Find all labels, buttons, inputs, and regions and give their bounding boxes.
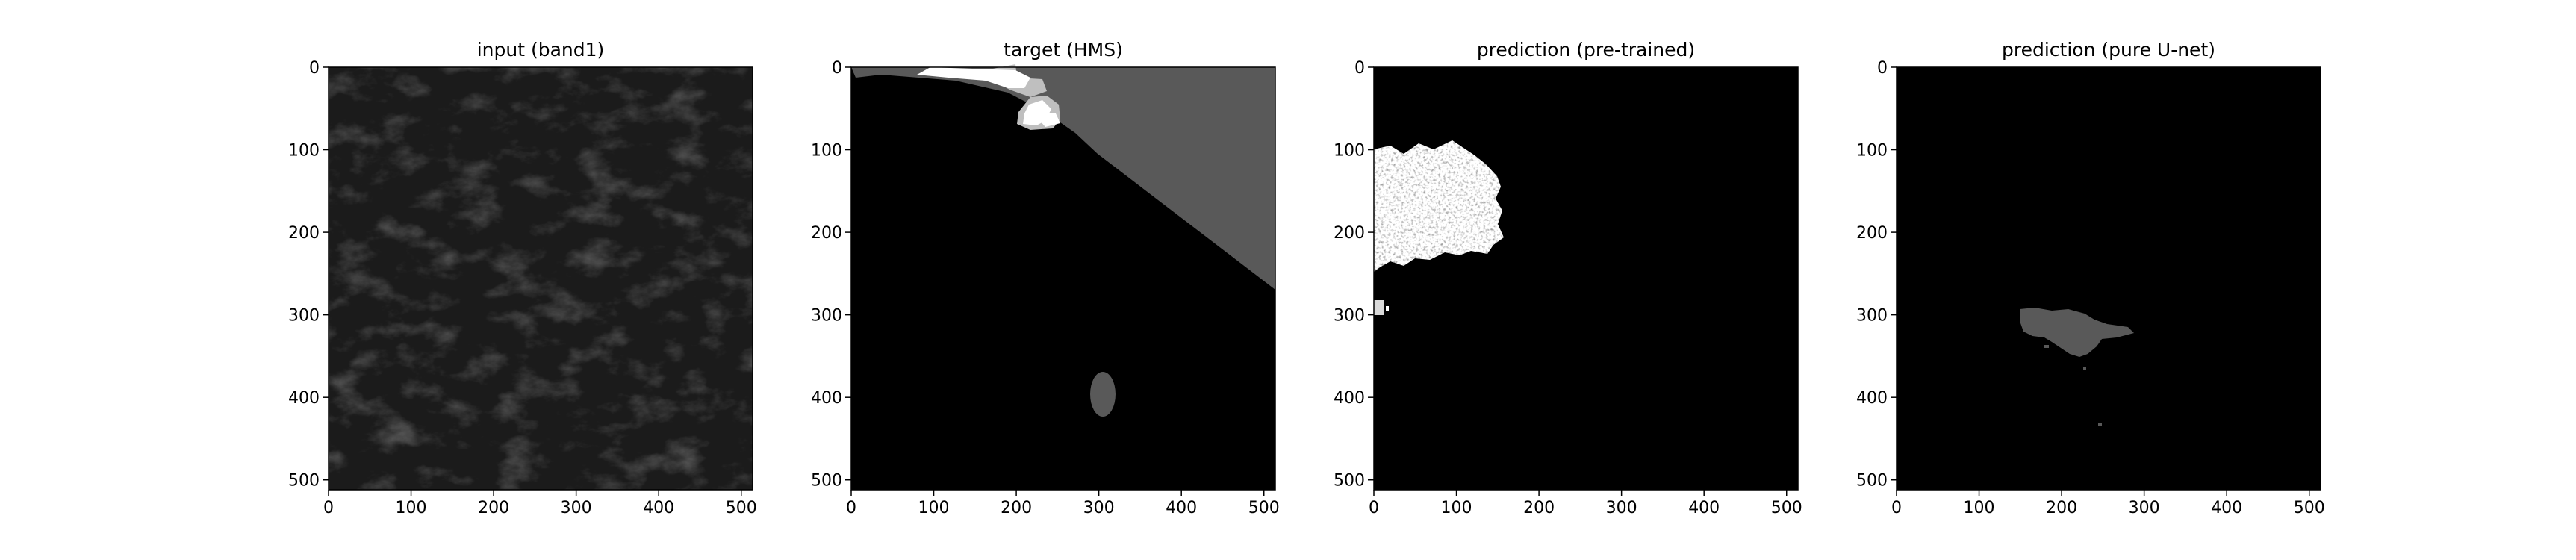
y-tick-label: 400 [811, 389, 842, 408]
mask-region-gray [851, 67, 1275, 290]
panel-title: input (band1) [477, 39, 605, 60]
x-tick-label: 0 [846, 499, 856, 517]
x-axis: 0 100 200 300 400 500 [323, 490, 757, 517]
y-axis: 0 100 200 300 400 500 [288, 59, 329, 491]
x-tick-label: 300 [2129, 499, 2160, 517]
y-tick-label: 0 [832, 59, 842, 78]
y-tick-label: 200 [811, 224, 842, 243]
y-tick-label: 300 [288, 307, 320, 326]
axes-frame [328, 66, 753, 491]
y-tick-label: 500 [288, 472, 320, 491]
x-tick-label: 0 [323, 499, 334, 517]
y-tick-label: 300 [1856, 307, 1888, 326]
x-tick-label: 100 [1964, 499, 1995, 517]
y-tick-label: 200 [288, 224, 320, 243]
x-axis: 0 100 200 300 400 500 [1891, 490, 2325, 517]
y-tick-label: 400 [288, 389, 320, 408]
x-tick-label: 400 [1688, 499, 1720, 517]
y-tick-label: 100 [1856, 142, 1888, 161]
x-axis: 0 100 200 300 400 500 [1369, 490, 1802, 517]
x-tick-label: 500 [2294, 499, 2325, 517]
x-tick-label: 400 [2211, 499, 2242, 517]
y-axis: 0 100 200 300 400 500 [1856, 59, 1897, 491]
y-tick-label: 400 [1334, 389, 1365, 408]
y-tick-label: 100 [1334, 142, 1365, 161]
y-axis: 0 100 200 300 400 500 [811, 59, 851, 491]
x-tick-label: 0 [1891, 499, 1902, 517]
x-tick-label: 400 [643, 499, 674, 517]
x-tick-label: 500 [1771, 499, 1802, 517]
y-axis: 0 100 200 300 400 500 [1334, 59, 1374, 491]
y-tick-label: 0 [1877, 59, 1888, 78]
x-tick-label: 500 [1248, 499, 1280, 517]
x-tick-label: 300 [1606, 499, 1637, 517]
panel-title: prediction (pre-trained) [1477, 39, 1695, 60]
panel-prediction-unet: prediction (pure U-net) 0 100 200 300 400 500… [1856, 39, 2325, 517]
y-tick-label: 500 [1856, 472, 1888, 491]
y-tick-label: 500 [811, 472, 842, 491]
image-target-hms [851, 64, 1275, 490]
y-tick-label: 300 [1334, 307, 1365, 326]
y-tick-label: 200 [1856, 224, 1888, 243]
y-tick-label: 400 [1856, 389, 1888, 408]
x-tick-label: 100 [396, 499, 427, 517]
panel-input: input (band1) 0 100 200 300 400 500 0 100 200 30… [288, 39, 757, 517]
axes-frame [1896, 66, 2321, 491]
x-tick-label: 100 [918, 499, 950, 517]
x-tick-label: 300 [561, 499, 592, 517]
y-tick-label: 200 [1334, 224, 1365, 243]
mask-region-white-top [917, 67, 1030, 88]
y-tick-label: 100 [811, 142, 842, 161]
y-tick-label: 0 [1354, 59, 1365, 78]
axes-frame [850, 66, 1276, 491]
mask-region-white-edge [1032, 112, 1060, 127]
x-axis: 0 100 200 300 400 500 [846, 490, 1280, 517]
image-input-band1 [329, 67, 753, 490]
y-tick-label: 500 [1334, 472, 1365, 491]
y-tick-label: 300 [811, 307, 842, 326]
image-prediction-unet [1897, 67, 2321, 490]
x-tick-label: 0 [1369, 499, 1379, 517]
mask-blob-gray [1090, 372, 1116, 417]
panel-prediction-pretrained: prediction (pre-trained) 0 100 200 300 400 50… [1334, 39, 1802, 517]
x-tick-label: 100 [1441, 499, 1472, 517]
x-tick-label: 200 [1001, 499, 1032, 517]
x-tick-label: 500 [726, 499, 757, 517]
x-tick-label: 200 [1523, 499, 1555, 517]
x-tick-label: 300 [1083, 499, 1115, 517]
panel-target: target (HMS) 0 100 200 300 400 500 0 100 200 300… [811, 39, 1280, 517]
image-prediction-pretrained [1374, 67, 1798, 490]
panel-title: target (HMS) [1004, 39, 1123, 60]
panel-title: prediction (pure U-net) [2002, 39, 2215, 60]
x-tick-label: 400 [1166, 499, 1197, 517]
x-tick-label: 200 [2046, 499, 2077, 517]
y-tick-label: 0 [309, 59, 320, 78]
y-tick-label: 100 [288, 142, 320, 161]
x-tick-label: 200 [478, 499, 509, 517]
axes-frame [1373, 66, 1799, 491]
